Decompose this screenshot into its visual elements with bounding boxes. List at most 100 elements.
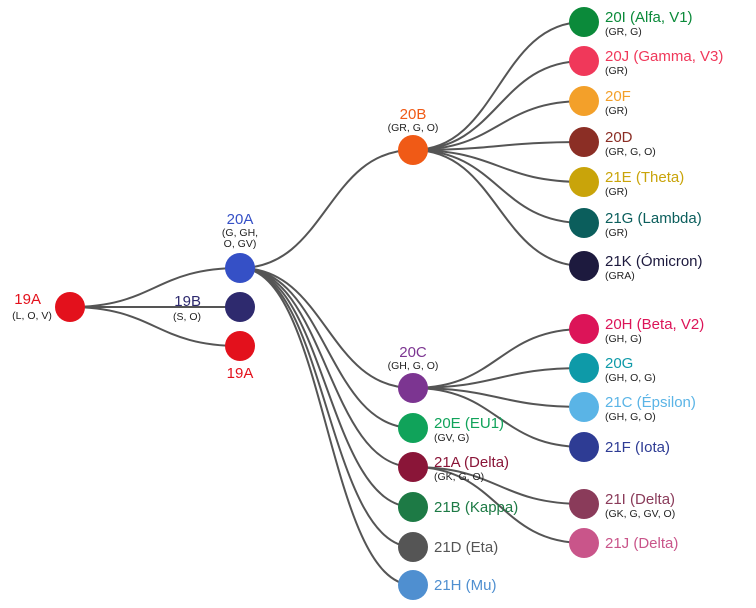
node-21e-clades: (GR) bbox=[605, 186, 628, 198]
node-20h: 20H (Beta, V2)(GH, G) bbox=[569, 314, 704, 345]
node-21i-label: 21I (Delta) bbox=[605, 491, 675, 508]
node-20g-clades: (GH, O, G) bbox=[605, 372, 656, 384]
edge-20b-20j bbox=[412, 60, 585, 151]
node-21j: 21J (Delta) bbox=[569, 528, 678, 558]
node-20a-clades: O, GV) bbox=[224, 238, 257, 250]
node-20b-clades: (GR, G, O) bbox=[388, 122, 439, 134]
edge-21a-21j bbox=[412, 466, 585, 544]
node-20f-clades: (GR) bbox=[605, 105, 628, 117]
node-21k-circle bbox=[569, 251, 599, 281]
node-20b: 20B(GR, G, O) bbox=[388, 106, 439, 165]
node-20c: 20C(GH, G, O) bbox=[388, 344, 439, 403]
node-20h-circle bbox=[569, 314, 599, 344]
node-20d-circle bbox=[569, 127, 599, 157]
edge-20a-21a bbox=[239, 267, 414, 468]
tree-edges bbox=[69, 21, 585, 586]
node-21c-circle bbox=[569, 392, 599, 422]
node-20i-clades: (GR, G) bbox=[605, 26, 642, 38]
edge-20b-20f bbox=[412, 100, 585, 151]
node-19a-b: 19A bbox=[225, 331, 255, 382]
node-21e-label: 21E (Theta) bbox=[605, 169, 684, 186]
node-19b-clades: (S, O) bbox=[173, 311, 201, 323]
node-21e: 21E (Theta)(GR) bbox=[569, 167, 684, 198]
node-20i-label: 20I (Alfa, V1) bbox=[605, 9, 693, 26]
edge-20b-21e bbox=[412, 149, 585, 183]
node-21b-label: 21B (Kappa) bbox=[434, 499, 518, 516]
node-21k: 21K (Ómicron)(GRA) bbox=[569, 251, 703, 282]
node-20d-clades: (GR, G, O) bbox=[605, 146, 656, 158]
node-19b-circle bbox=[225, 292, 255, 322]
node-20e: 20E (EU1)(GV, G) bbox=[398, 413, 504, 444]
edge-20a-21d bbox=[239, 267, 414, 548]
node-21b-circle bbox=[398, 492, 428, 522]
edge-20c-21c bbox=[412, 387, 585, 408]
node-21c-label: 21C (Épsilon) bbox=[605, 394, 696, 411]
node-19a-label: 19A bbox=[14, 291, 41, 308]
node-21f: 21F (Iota) bbox=[569, 432, 670, 462]
edge-20c-21f bbox=[412, 387, 585, 448]
node-19a-circle bbox=[55, 292, 85, 322]
edge-20a-21h bbox=[239, 267, 414, 586]
node-19b-label: 19B bbox=[174, 293, 201, 310]
node-21a-circle bbox=[398, 452, 428, 482]
node-20b-label: 20B bbox=[400, 106, 427, 123]
node-20c-clades: (GH, G, O) bbox=[388, 360, 439, 372]
edge-20b-21k bbox=[412, 149, 585, 267]
node-21g: 21G (Lambda)(GR) bbox=[569, 208, 702, 239]
node-21d-circle bbox=[398, 532, 428, 562]
node-20f-circle bbox=[569, 86, 599, 116]
node-21k-label: 21K (Ómicron) bbox=[605, 253, 703, 270]
node-20g-label: 20G bbox=[605, 355, 633, 372]
node-20e-label: 20E (EU1) bbox=[434, 415, 504, 432]
edge-20b-21g bbox=[412, 149, 585, 224]
edge-20a-20e bbox=[239, 267, 414, 429]
edge-20a-20c bbox=[239, 267, 414, 389]
node-21g-circle bbox=[569, 208, 599, 238]
node-19a: 19A (L, O, V) bbox=[12, 291, 85, 322]
node-21h-label: 21H (Mu) bbox=[434, 577, 497, 594]
node-21j-circle bbox=[569, 528, 599, 558]
node-19a-clades: (L, O, V) bbox=[12, 310, 52, 322]
node-20e-circle bbox=[398, 413, 428, 443]
node-20d-label: 20D bbox=[605, 129, 633, 146]
node-21g-clades: (GR) bbox=[605, 227, 628, 239]
node-21f-label: 21F (Iota) bbox=[605, 439, 670, 456]
edge-20c-20g bbox=[412, 367, 585, 389]
edge-19a-19a-b bbox=[69, 306, 241, 347]
node-21e-circle bbox=[569, 167, 599, 197]
edge-20b-20i bbox=[412, 21, 585, 151]
tree-nodes: 19A (L, O, V) 19A 19B(S, O) 20A(G, GH,O, GV)… bbox=[12, 7, 723, 600]
node-20g: 20G(GH, O, G) bbox=[569, 353, 656, 384]
edge-20c-20h bbox=[412, 328, 585, 389]
node-21h-circle bbox=[398, 570, 428, 600]
node-21c: 21C (Épsilon)(GH, G, O) bbox=[569, 392, 696, 423]
edge-21a-21i bbox=[412, 466, 585, 505]
node-20f: 20F(GR) bbox=[569, 86, 631, 117]
node-20j-label: 20J (Gamma, V3) bbox=[605, 48, 723, 65]
node-21i: 21I (Delta)(GK, G, GV, O) bbox=[569, 489, 675, 520]
node-20i-circle bbox=[569, 7, 599, 37]
edge-19a-20a bbox=[69, 267, 241, 308]
node-20i: 20I (Alfa, V1)(GR, G) bbox=[569, 7, 693, 38]
node-21a: 21A (Delta)(GK, G, O) bbox=[398, 452, 509, 483]
node-21d: 21D (Eta) bbox=[398, 532, 498, 562]
node-20b-circle bbox=[398, 135, 428, 165]
node-21j-label: 21J (Delta) bbox=[605, 535, 678, 552]
node-20j-circle bbox=[569, 46, 599, 76]
node-20a-clades: (G, GH, bbox=[222, 227, 258, 239]
node-20j-clades: (GR) bbox=[605, 65, 628, 77]
node-21i-clades: (GK, G, GV, O) bbox=[605, 508, 675, 520]
node-20d: 20D(GR, G, O) bbox=[569, 127, 656, 158]
node-20a-circle bbox=[225, 253, 255, 283]
node-20j: 20J (Gamma, V3)(GR) bbox=[569, 46, 723, 77]
node-21f-circle bbox=[569, 432, 599, 462]
edge-20a-21b bbox=[239, 267, 414, 508]
node-20f-label: 20F bbox=[605, 88, 631, 105]
node-21d-label: 21D (Eta) bbox=[434, 539, 498, 556]
node-19b: 19B(S, O) bbox=[173, 292, 255, 323]
node-20h-label: 20H (Beta, V2) bbox=[605, 316, 704, 333]
node-20c-circle bbox=[398, 373, 428, 403]
node-21g-label: 21G (Lambda) bbox=[605, 210, 702, 227]
node-20a: 20A(G, GH,O, GV) bbox=[222, 211, 258, 283]
